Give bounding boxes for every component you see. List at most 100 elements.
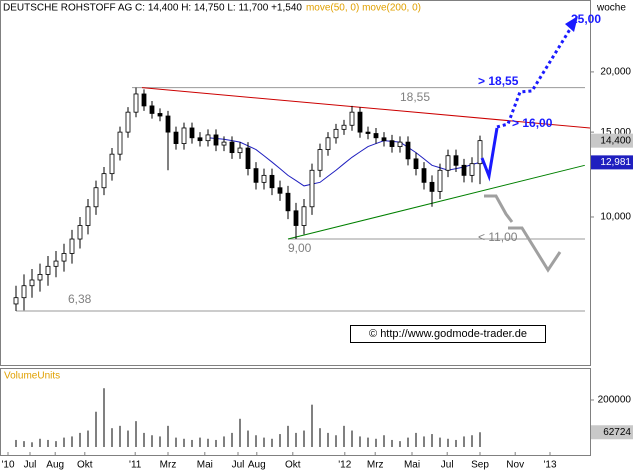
candle-body bbox=[141, 93, 147, 107]
x-tick-label: Jul bbox=[232, 460, 245, 471]
volume-title: VolumeUnits bbox=[4, 371, 60, 382]
volume-tick-label: 200000 bbox=[598, 395, 632, 406]
candle-body bbox=[197, 137, 203, 142]
volume-bar bbox=[479, 432, 481, 447]
candle-body bbox=[421, 168, 427, 183]
level-label: 18,55 bbox=[400, 90, 430, 104]
candle-body bbox=[205, 134, 211, 142]
candle-body bbox=[45, 265, 51, 275]
y-tick-label: 10,000 bbox=[600, 212, 631, 223]
volume-bar bbox=[367, 437, 369, 447]
volume-bar bbox=[199, 437, 201, 447]
volume-bar bbox=[239, 418, 241, 447]
volume-bar bbox=[119, 425, 121, 447]
volume-bar bbox=[447, 438, 449, 447]
trendline bbox=[287, 164, 585, 240]
trendline bbox=[141, 87, 591, 129]
x-tick-label: '12 bbox=[338, 460, 351, 471]
candle-body bbox=[453, 155, 459, 166]
x-tick-label: Jul bbox=[441, 460, 454, 471]
price-tag-label: 14,400 bbox=[600, 135, 631, 146]
volume-bar bbox=[215, 439, 217, 447]
x-tick-label: Mrz bbox=[367, 460, 384, 471]
volume-bar bbox=[191, 439, 193, 447]
volume-bar bbox=[159, 436, 161, 447]
volume-bar bbox=[431, 434, 433, 447]
volume-bar bbox=[87, 430, 89, 447]
x-tick-label: Nov bbox=[506, 460, 524, 471]
x-tick-label: '13 bbox=[543, 460, 556, 471]
candle-body bbox=[117, 131, 123, 155]
volume-pane bbox=[0, 368, 591, 456]
candle-body bbox=[405, 141, 411, 160]
price-tag-label: 12,981 bbox=[600, 157, 631, 168]
volume-bar bbox=[31, 442, 33, 447]
volume-bar bbox=[303, 430, 305, 447]
chart-title: DEUTSCHE ROHSTOFF AG C: 14,400 H: 14,750… bbox=[3, 3, 302, 14]
volume-bar bbox=[39, 438, 41, 447]
price-tag bbox=[591, 155, 633, 170]
candle-body bbox=[173, 131, 179, 144]
volume-bar bbox=[103, 388, 105, 447]
volume-bar bbox=[455, 439, 457, 447]
candle-body bbox=[61, 253, 67, 262]
candle-body bbox=[341, 124, 347, 130]
candle-body bbox=[221, 141, 227, 146]
projection-label: < 11,00 bbox=[478, 230, 518, 244]
candle-body bbox=[181, 127, 187, 144]
candle-body bbox=[37, 274, 43, 281]
volume-bar bbox=[407, 437, 409, 447]
volume-bar bbox=[143, 432, 145, 447]
volume-tag-label: 62724 bbox=[603, 427, 631, 438]
level-label: 6,38 bbox=[68, 292, 92, 306]
volume-bar bbox=[391, 439, 393, 447]
source: © http://www.godmode-trader.de bbox=[369, 328, 527, 340]
y-tick-label: 15,000 bbox=[600, 127, 631, 138]
volume-bar bbox=[183, 438, 185, 447]
x-tick-label: Aug bbox=[248, 460, 266, 471]
candle-body bbox=[29, 279, 35, 287]
candle-body bbox=[285, 192, 291, 212]
volume-bar bbox=[111, 428, 113, 447]
x-tick-label: Okt bbox=[77, 460, 93, 471]
candle-body bbox=[21, 285, 27, 299]
volume-bar bbox=[399, 441, 401, 447]
candle-body bbox=[357, 111, 363, 133]
volume-bar bbox=[223, 436, 225, 447]
volume-bar bbox=[327, 432, 329, 447]
candle-body bbox=[13, 297, 19, 305]
candle-body bbox=[69, 238, 75, 254]
projection-down bbox=[484, 194, 514, 223]
candle-body bbox=[389, 140, 395, 147]
candle-body bbox=[461, 164, 467, 176]
volume-bar bbox=[23, 441, 25, 447]
volume-bar bbox=[167, 425, 169, 447]
volume-bar bbox=[95, 411, 97, 447]
volume-bar bbox=[151, 435, 153, 447]
candle-body bbox=[277, 187, 283, 194]
candle-body bbox=[77, 225, 83, 240]
volume-bar bbox=[255, 435, 257, 447]
volume-bar bbox=[279, 434, 281, 447]
candle-body bbox=[93, 187, 99, 208]
candle-body bbox=[253, 168, 259, 183]
candle-body bbox=[53, 260, 59, 267]
arrow-head bbox=[565, 16, 578, 32]
volume-bar bbox=[319, 428, 321, 447]
x-tick-label: Mrz bbox=[160, 460, 177, 471]
price-pane bbox=[0, 0, 591, 366]
volume-bar bbox=[55, 441, 57, 447]
volume-bar bbox=[335, 435, 337, 447]
projection-down-2 bbox=[508, 226, 562, 273]
volume-bar bbox=[295, 432, 297, 447]
candle-body bbox=[309, 169, 315, 208]
period: woche bbox=[596, 3, 626, 14]
candle-body bbox=[325, 137, 331, 150]
volume-bar bbox=[15, 439, 17, 447]
candle-body bbox=[301, 206, 307, 226]
volume-bar bbox=[71, 436, 73, 447]
candle-body bbox=[397, 141, 403, 147]
